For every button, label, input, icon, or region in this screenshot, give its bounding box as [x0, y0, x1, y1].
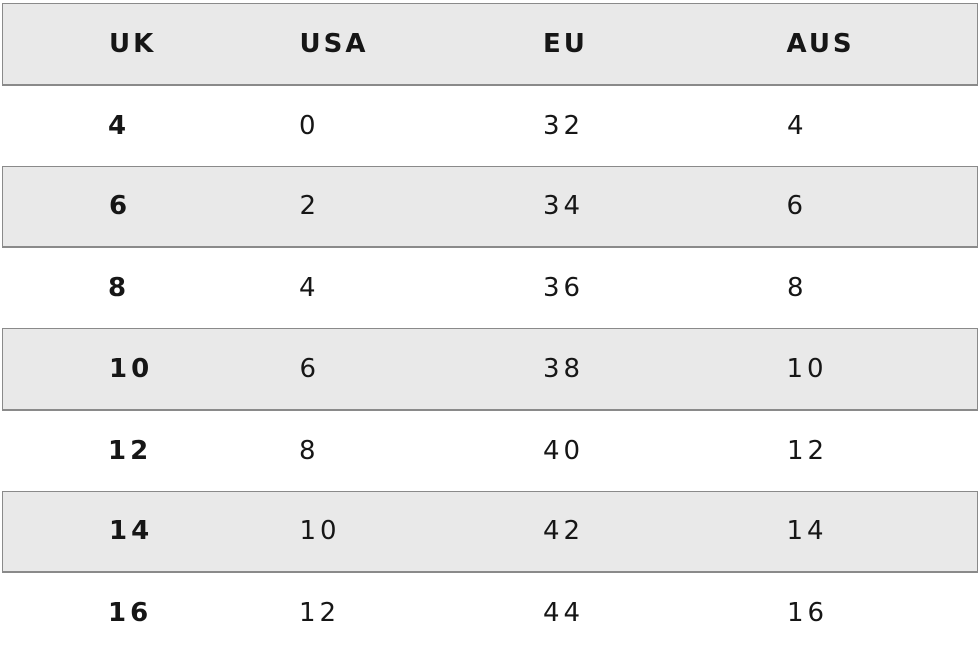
table-row: 16 12 44 16 — [2, 573, 978, 653]
cell-uk: 10 — [109, 353, 154, 384]
cell-usa: 12 — [299, 598, 341, 629]
cell-usa: 10 — [299, 516, 341, 547]
cell-uk: 6 — [109, 191, 132, 222]
table-header-row: UK USA EU AUS — [2, 3, 978, 86]
column-header-uk: UK — [109, 28, 157, 59]
cell-usa: 4 — [299, 273, 320, 304]
cell-uk: 14 — [109, 516, 154, 547]
column-header-eu: EU — [543, 28, 588, 59]
cell-usa: 8 — [299, 435, 320, 466]
column-header-usa: USA — [299, 28, 369, 59]
cell-aus: 14 — [786, 516, 828, 547]
cell-uk: 16 — [108, 598, 153, 629]
cell-aus: 12 — [787, 435, 829, 466]
cell-aus: 6 — [786, 191, 808, 222]
table-row: 10 6 38 10 — [2, 328, 978, 411]
cell-eu: 38 — [543, 353, 585, 384]
cell-aus: 4 — [787, 110, 808, 141]
cell-eu: 40 — [543, 435, 585, 466]
cell-usa: 0 — [299, 110, 320, 141]
cell-aus: 16 — [787, 598, 829, 629]
cell-uk: 8 — [108, 273, 131, 304]
cell-eu: 42 — [543, 516, 585, 547]
cell-aus: 10 — [786, 353, 828, 384]
cell-aus: 8 — [787, 273, 808, 304]
cell-eu: 32 — [543, 110, 585, 141]
cell-eu: 34 — [543, 191, 585, 222]
table-row: 6 2 34 6 — [2, 165, 978, 249]
table-row: 4 0 32 4 — [2, 86, 978, 166]
table-row: 14 10 42 14 — [2, 490, 978, 574]
column-header-aus: AUS — [786, 28, 855, 59]
cell-eu: 36 — [543, 273, 585, 304]
table-row: 8 4 36 8 — [2, 248, 978, 328]
table-row: 12 8 40 12 — [2, 411, 978, 491]
cell-uk: 12 — [108, 435, 153, 466]
cell-usa: 6 — [299, 353, 321, 384]
cell-usa: 2 — [299, 191, 321, 222]
cell-eu: 44 — [543, 598, 585, 629]
cell-uk: 4 — [108, 110, 131, 141]
